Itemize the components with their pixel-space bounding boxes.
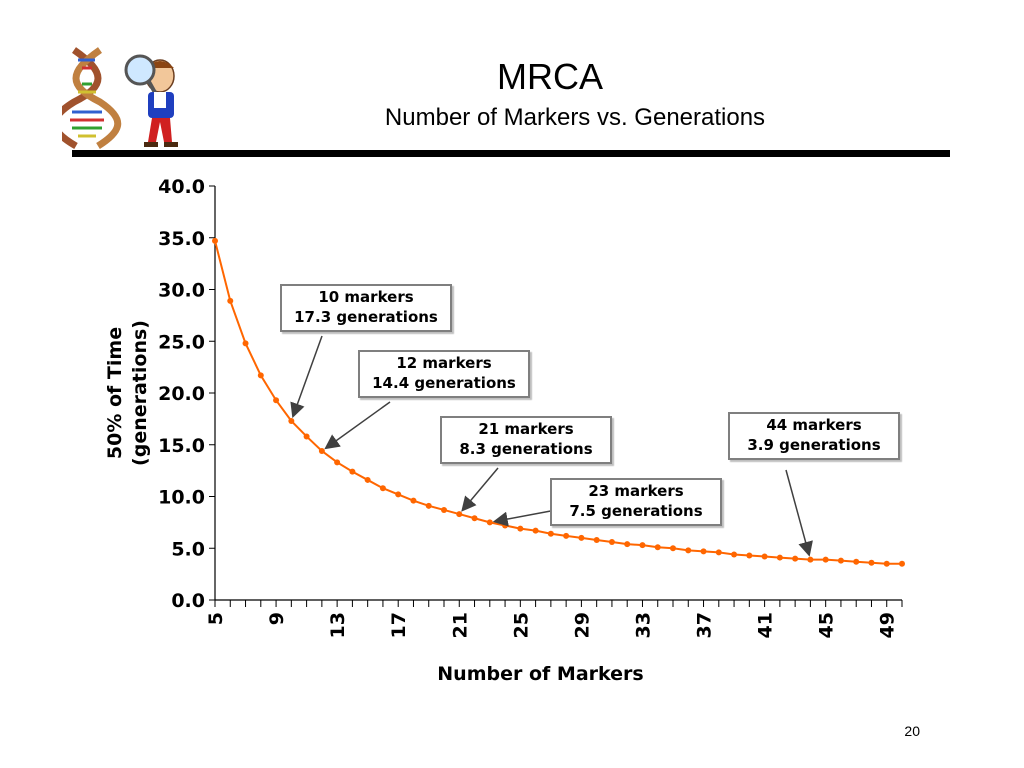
data-point (502, 522, 509, 529)
data-point (364, 476, 371, 483)
annotation-callout: 23 markers 7.5 generations (550, 478, 722, 526)
data-point (868, 559, 875, 566)
data-point (853, 558, 860, 565)
data-point (486, 519, 493, 526)
data-point (792, 555, 799, 562)
annotation-arrow (324, 401, 391, 450)
annotation-text: 10 markers (318, 288, 414, 306)
data-point (395, 491, 402, 498)
annotation-text: 14.4 generations (372, 374, 516, 392)
data-point (608, 539, 615, 546)
x-tick-label: 5 (205, 612, 227, 625)
data-point (837, 557, 844, 564)
annotation-callout: 10 markers 17.3 generations (280, 284, 452, 332)
data-point (547, 530, 554, 537)
data-point (273, 397, 280, 404)
x-tick-label: 45 (816, 612, 838, 638)
data-point (822, 556, 829, 563)
annotation-callout: 12 markers 14.4 generations (358, 350, 530, 398)
x-tick-label: 9 (266, 612, 288, 625)
data-point (715, 549, 722, 556)
x-axis-title: Number of Markers (437, 663, 643, 685)
annotation-arrow (461, 467, 499, 512)
data-point (242, 340, 249, 347)
x-tick-label: 13 (327, 612, 349, 638)
x-tick-label: 29 (571, 612, 593, 638)
x-tick-label: 41 (755, 612, 777, 638)
dna-scientist-logo-icon (62, 47, 178, 150)
annotation-text: 44 markers (766, 416, 862, 434)
x-tick-label: 25 (510, 612, 532, 638)
annotation-text: 21 markers (478, 420, 574, 438)
data-point (578, 534, 585, 541)
annotation-text: 7.5 generations (569, 502, 703, 520)
data-point (593, 536, 600, 543)
title-divider (72, 150, 950, 157)
data-point (731, 551, 738, 558)
slide-subtitle: Number of Markers vs. Generations (384, 104, 766, 131)
annotation-text: 8.3 generations (459, 440, 593, 458)
data-point (227, 297, 234, 304)
annotation-arrow (290, 335, 323, 419)
y-tick-label: 30.0 (158, 280, 205, 302)
annotation-text: 17.3 generations (294, 308, 438, 326)
annotation-text: 3.9 generations (747, 436, 881, 454)
x-tick-label: 21 (449, 612, 471, 638)
annotation-arrow (492, 509, 557, 527)
y-axis-title-line: 50% of Time (104, 327, 126, 459)
series-line (214, 240, 902, 565)
annotation-arrow (785, 469, 813, 557)
data-point (776, 554, 783, 561)
y-tick-label: 25.0 (158, 331, 205, 353)
y-axis-title-line: (generations) (129, 320, 151, 466)
data-point (670, 545, 676, 552)
data-point (379, 485, 386, 492)
y-tick-label: 15.0 (158, 435, 205, 457)
data-point (746, 552, 753, 559)
data-point (288, 417, 295, 424)
data-point (257, 372, 264, 379)
y-tick-label: 0.0 (171, 590, 205, 612)
data-point (883, 560, 890, 567)
y-tick-label: 35.0 (158, 228, 205, 250)
slide-title: MRCA (497, 56, 603, 97)
data-point (700, 548, 707, 555)
data-point (639, 542, 646, 549)
annotation-callout: 44 markers 3.9 generations (728, 412, 900, 460)
data-point (654, 544, 661, 551)
y-tick-label: 40.0 (158, 176, 205, 198)
y-tick-label: 5.0 (171, 538, 205, 560)
data-point (471, 515, 478, 522)
data-point (899, 560, 905, 567)
y-tick-label: 20.0 (158, 383, 205, 405)
x-tick-label: 17 (388, 612, 410, 638)
data-point (318, 447, 325, 454)
x-tick-label: 33 (632, 612, 654, 638)
data-point (349, 468, 356, 475)
data-point (212, 237, 218, 244)
data-point (410, 497, 417, 504)
data-point (456, 511, 463, 518)
annotation-text: 12 markers (396, 354, 492, 372)
data-point (334, 459, 341, 466)
page-number: 20 (904, 723, 920, 739)
x-tick-label: 37 (694, 612, 716, 638)
data-point (303, 433, 310, 440)
y-tick-label: 10.0 (158, 487, 205, 509)
data-point (532, 527, 539, 534)
annotation-callout: 21 markers 8.3 generations (440, 416, 612, 464)
data-point (425, 502, 432, 509)
data-point (807, 556, 814, 563)
data-point (517, 525, 524, 532)
data-point (563, 532, 570, 539)
annotation-text: 23 markers (588, 482, 684, 500)
data-point (685, 547, 692, 554)
x-tick-label: 49 (877, 612, 899, 638)
data-point (441, 506, 447, 513)
data-point (761, 553, 768, 560)
data-point (624, 541, 631, 548)
